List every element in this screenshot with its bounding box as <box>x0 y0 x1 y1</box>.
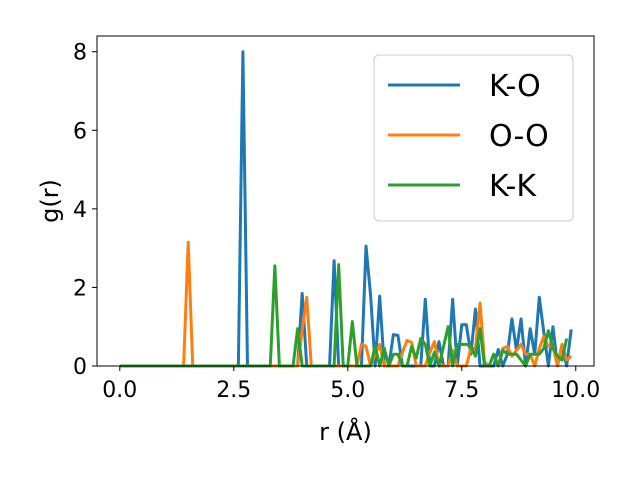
y-axis-label: g(r) <box>36 179 64 223</box>
legend-box <box>373 54 574 222</box>
x-axis: 0.0 2.5 5.0 7.5 10.0 <box>102 366 600 403</box>
legend-label-k-o: K-O <box>489 69 541 104</box>
series-line-o-o <box>119 240 573 368</box>
y-tick-label: 4 <box>73 198 87 223</box>
x-axis-label: r (Å) <box>319 417 372 446</box>
x-tick-label: 2.5 <box>216 378 251 403</box>
y-axis: 0 2 4 6 8 <box>73 41 97 380</box>
legend-label-o-o: O-O <box>489 119 549 154</box>
x-tick-label: 0.0 <box>102 378 137 403</box>
legend: K-O O-O K-K <box>373 54 574 222</box>
x-tick-label: 7.5 <box>444 378 479 403</box>
legend-label-k-k: K-K <box>489 169 537 204</box>
y-tick-label: 2 <box>73 276 87 301</box>
x-tick-label: 5.0 <box>330 378 365 403</box>
x-tick-label: 10.0 <box>551 378 600 403</box>
y-tick-label: 8 <box>73 41 87 66</box>
y-tick-label: 6 <box>73 119 87 144</box>
y-tick-label: 0 <box>73 355 87 380</box>
plot-frame <box>96 35 595 367</box>
